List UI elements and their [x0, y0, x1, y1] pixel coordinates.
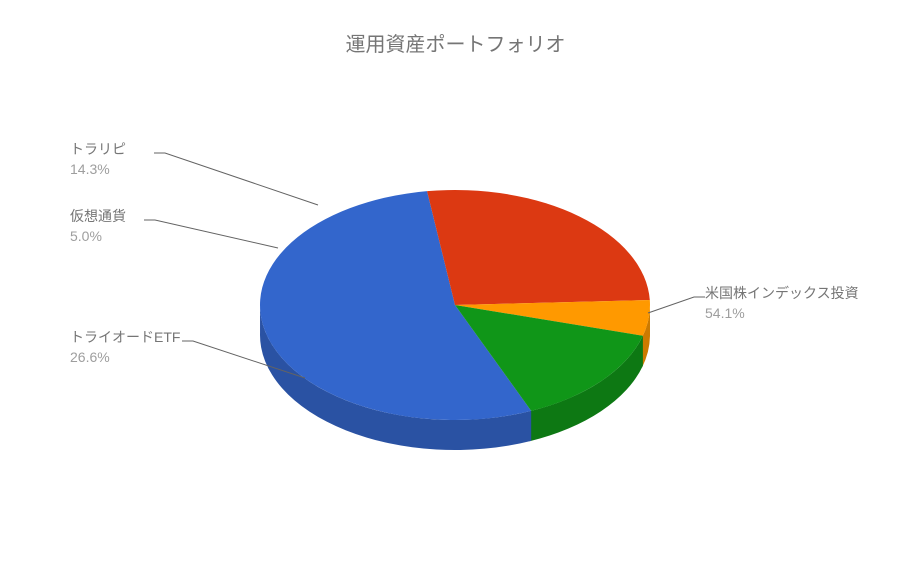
- pie-chart: [0, 0, 911, 562]
- leader-line: [144, 220, 278, 248]
- slice-label-name: 仮想通貨: [70, 207, 126, 227]
- pie-slice: [427, 190, 650, 305]
- leader-line: [648, 297, 705, 313]
- slice-label: トライオードETF26.6%: [70, 328, 180, 367]
- leader-line: [154, 153, 318, 205]
- slice-label-name: 米国株インデックス投資: [705, 284, 859, 304]
- slice-label: 米国株インデックス投資54.1%: [705, 284, 859, 323]
- slice-label-name: トラリピ: [70, 140, 126, 160]
- slice-label: 仮想通貨5.0%: [70, 207, 126, 246]
- slice-label-pct: 54.1%: [705, 304, 859, 324]
- slice-label-name: トライオードETF: [70, 328, 180, 348]
- slice-label-pct: 14.3%: [70, 160, 126, 180]
- slice-label-pct: 5.0%: [70, 227, 126, 247]
- slice-label: トラリピ14.3%: [70, 140, 126, 179]
- slice-label-pct: 26.6%: [70, 348, 180, 368]
